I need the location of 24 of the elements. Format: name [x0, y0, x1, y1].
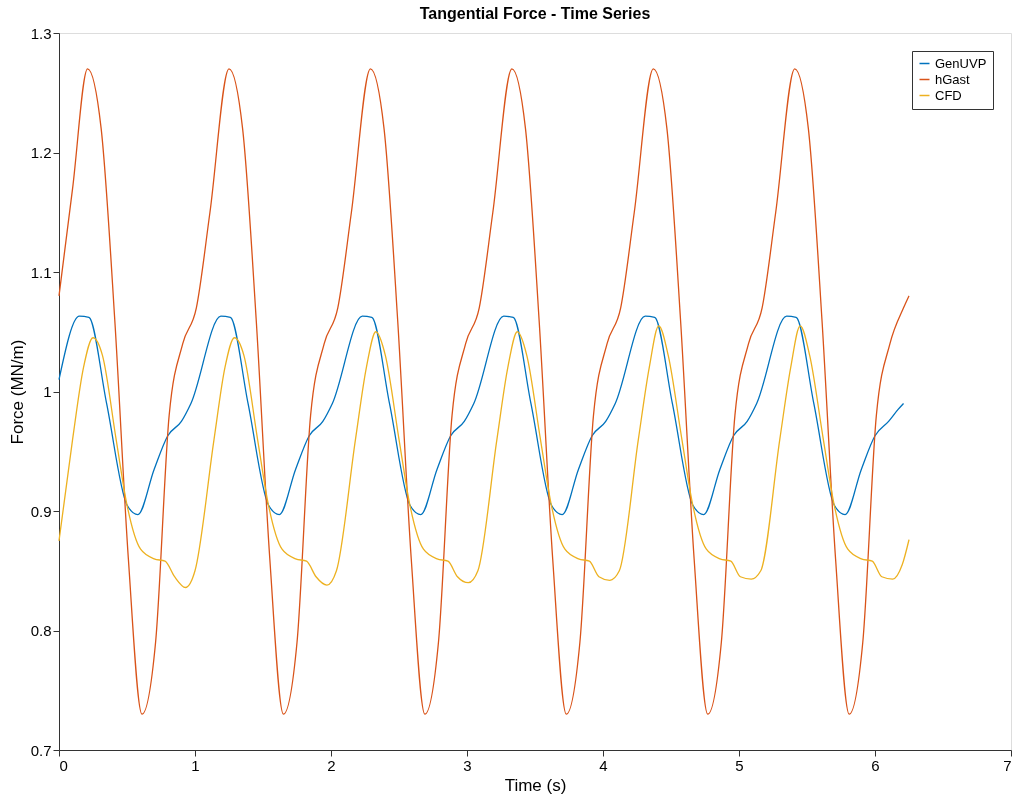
- line-series: [58, 315, 905, 516]
- legend-label: GenUVP: [935, 55, 987, 71]
- y-tick-label: 0.8: [30, 622, 52, 639]
- x-tick-label: 4: [599, 756, 608, 774]
- legend-label: CFD: [935, 87, 962, 103]
- y-tick-label: 0.9: [30, 502, 52, 520]
- x-tick-label: 2: [327, 756, 336, 774]
- legend-label: hGast: [935, 71, 971, 87]
- line-series: [58, 68, 910, 715]
- y-tick-label: 1.3: [30, 24, 52, 42]
- x-tick-label: 6: [871, 756, 880, 774]
- y-tick-label: 0.7: [30, 741, 52, 759]
- chart-title: Tangential Force - Time Series: [419, 5, 651, 22]
- x-tick-label: 3: [463, 756, 472, 774]
- line-series: [58, 325, 910, 589]
- y-tick-label: 1.1: [30, 263, 52, 281]
- y-tick-label: 1: [43, 383, 52, 400]
- x-axis-title: Time (s): [504, 775, 567, 795]
- y-tick-label: 1.2: [30, 144, 52, 161]
- x-tick-label: 1: [191, 756, 200, 774]
- y-axis-title: Force (MN/m): [7, 339, 27, 445]
- x-tick-label: 7: [1003, 756, 1012, 774]
- x-tick-label: 5: [735, 756, 744, 774]
- x-tick-label: 0: [59, 756, 68, 774]
